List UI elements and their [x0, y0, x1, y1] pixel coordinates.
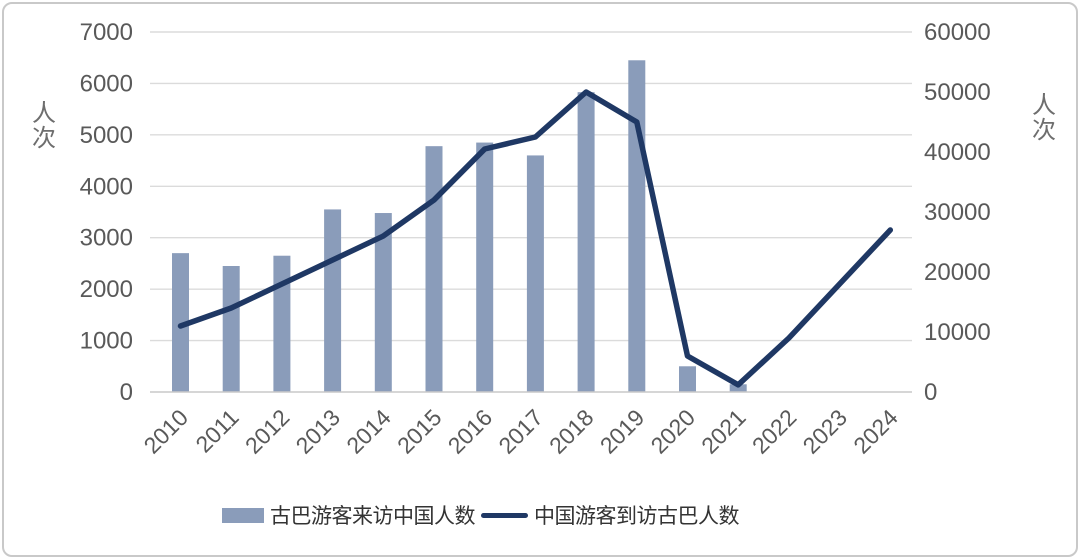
bar-2016 [476, 142, 494, 392]
x-axis-label: 2014 [341, 404, 396, 459]
tourists-line [177, 89, 894, 388]
x-axis-label: 2013 [291, 404, 346, 459]
bar-2011 [222, 266, 240, 392]
y-axis-label-left: 3000 [80, 225, 133, 252]
x-axis-label: 2020 [645, 404, 700, 459]
x-axis-label: 2012 [240, 404, 295, 459]
bar-2013 [324, 209, 342, 392]
legend-line-label: 中国游客到访古巴人数 [534, 504, 740, 528]
y-axis-label-right: 30000 [924, 199, 991, 226]
x-axis-label: 2017 [493, 404, 548, 459]
legend-bar-swatch [222, 507, 264, 523]
y-axis-label-left: 0 [120, 379, 133, 406]
x-axis-label: 2010 [138, 404, 193, 459]
x-axis-label: 2018 [544, 404, 599, 459]
x-axis-label: 2024 [848, 404, 903, 459]
x-axis-label: 2011 [190, 404, 243, 457]
bar-2012 [273, 255, 291, 392]
x-axis-label: 2022 [747, 404, 802, 459]
y-axis-label-left: 2000 [80, 276, 133, 303]
legend-bar-label: 古巴游客来访中国人数 [270, 504, 476, 528]
bar-2020 [679, 366, 696, 392]
x-axis-label: 2015 [392, 404, 447, 459]
bar-2021 [729, 384, 747, 392]
y-axis-label-right: 10000 [924, 319, 991, 346]
bar-2017 [526, 155, 544, 392]
y-axis-label-right: 50000 [924, 79, 991, 106]
bar-2015 [425, 146, 443, 392]
bar-2010 [172, 253, 189, 392]
x-axis-label: 2021 [696, 404, 751, 459]
bar-2019 [628, 60, 646, 393]
legend-line-swatch [481, 512, 528, 518]
y-axis-label-right: 0 [924, 379, 937, 406]
y-axis-label-right: 40000 [924, 139, 991, 166]
bar-2014 [374, 213, 392, 392]
y-axis-label-left: 7000 [80, 19, 133, 46]
y-axis-label-right: 60000 [924, 19, 991, 46]
y-axis-label-left: 4000 [80, 173, 133, 200]
y-axis-label-left: 1000 [80, 328, 133, 355]
bar-2018 [577, 92, 595, 393]
y-axis-label-left: 6000 [80, 70, 133, 97]
x-axis-label: 2023 [798, 404, 853, 459]
x-axis-label: 2016 [443, 404, 498, 459]
y-axis-label-left: 5000 [80, 122, 133, 149]
legend: 古巴游客来访中国人数 中国游客到访古巴人数 [222, 500, 740, 530]
x-axis-label: 2019 [595, 404, 650, 459]
right-axis-title: 人次 [1032, 91, 1056, 145]
left-axis-title: 人次 [32, 99, 56, 153]
y-axis-label-right: 20000 [924, 259, 991, 286]
